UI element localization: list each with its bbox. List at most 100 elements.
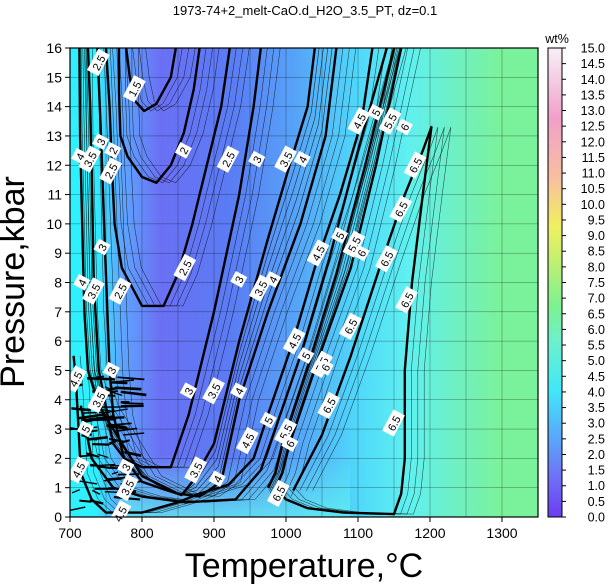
colorbar-tick-label: 11.0 xyxy=(582,167,605,181)
noise-stroke xyxy=(79,454,92,458)
contour-label-text: 3 xyxy=(106,365,119,376)
y-tick-label: 10 xyxy=(46,216,62,232)
contour-label-box xyxy=(331,227,349,244)
colorbar-tick-label: 1.0 xyxy=(588,479,605,493)
noise-stroke xyxy=(113,392,123,396)
minor-contour-line xyxy=(138,48,220,184)
colorbar-tick-label: 13.5 xyxy=(581,88,605,102)
contour-label-text: 4 xyxy=(212,474,225,485)
contour-label-text: 6 xyxy=(320,362,333,373)
colorbar-tick-label: 5.5 xyxy=(588,339,605,353)
contour-label-box xyxy=(395,286,418,314)
y-axis-label: Pressure,kbar xyxy=(0,176,32,388)
contour-label-box xyxy=(352,244,370,262)
contour-label-text: 2 xyxy=(178,146,191,157)
contour-label-box xyxy=(317,391,341,420)
contour-label-3: 3 xyxy=(230,271,248,288)
contour-label-box xyxy=(230,382,248,400)
contour-label-box xyxy=(382,409,405,437)
y-tick-label: 4 xyxy=(54,392,62,408)
noise-stroke xyxy=(103,478,123,482)
contour-label-3: 3 xyxy=(92,133,110,150)
minor-contour-line xyxy=(99,48,407,503)
colorbar-tick-label: 15.0 xyxy=(581,42,605,56)
noise-stroke xyxy=(79,499,92,503)
colorbar-tick-label: 7.5 xyxy=(588,276,605,290)
contour-label-box xyxy=(230,271,248,288)
contour-label-box xyxy=(104,142,122,159)
noise-stroke xyxy=(87,377,116,381)
y-tick-label: 9 xyxy=(54,245,62,261)
contour-label-box xyxy=(184,456,207,484)
noise-stroke xyxy=(89,499,104,505)
contour-label-box xyxy=(216,145,240,173)
plot-area: 1.52 22.52.52.52.52.533333333.53.53.53.53… xyxy=(63,47,539,528)
contour-label-box xyxy=(306,239,330,267)
minor-contour-line xyxy=(85,48,344,497)
contour-label-3: 3 xyxy=(117,458,135,476)
contour-label-text: 4 xyxy=(74,151,87,162)
contour-label-box xyxy=(374,245,398,273)
colorbar-tick-label: 9.5 xyxy=(588,213,605,227)
contour-label-6: 6 xyxy=(395,118,413,136)
noise-stroke xyxy=(120,404,144,408)
colorbar-tick-label: 4.5 xyxy=(588,370,605,384)
contour-label-text: 4 xyxy=(297,154,310,165)
noise-stroke xyxy=(86,437,98,441)
noise-stroke xyxy=(81,433,89,439)
contour-label-6: 6 xyxy=(352,244,370,262)
contour-label-text: 3 xyxy=(97,242,110,253)
contour-label-text: 3 xyxy=(183,386,196,397)
contour-label-text: 5 xyxy=(370,107,383,118)
contour-line-2 xyxy=(117,48,201,184)
noise-stroke xyxy=(93,418,117,422)
colorbar-tick-label: 2.5 xyxy=(588,432,605,446)
contour-label-box xyxy=(274,418,297,446)
contour-label-box xyxy=(92,133,110,150)
noise-stroke xyxy=(97,453,109,459)
x-tick-label: 700 xyxy=(58,525,82,541)
contour-label-text: 3 xyxy=(233,275,246,286)
colorbar-tick-label: 8.5 xyxy=(588,245,605,259)
y-tick-label: 15 xyxy=(46,69,62,85)
contour-label-text: 6 xyxy=(399,122,412,133)
contour-label-3: 3 xyxy=(179,382,197,400)
contour-label-box xyxy=(235,426,259,455)
minor-contour-line xyxy=(131,48,213,184)
x-tick-label: 800 xyxy=(130,525,154,541)
x-tick-label: 900 xyxy=(202,525,226,541)
noise-stroke xyxy=(117,376,145,381)
minor-contour-line xyxy=(87,48,394,503)
contour-label-box xyxy=(66,456,90,484)
contour-label-box xyxy=(71,147,89,165)
contour-label-box xyxy=(108,277,132,305)
y-tick-label: 0 xyxy=(54,509,62,525)
y-tick-label: 2 xyxy=(54,450,62,466)
contour-label-box xyxy=(378,107,402,135)
contour-line-1.5 xyxy=(125,48,177,113)
noise-stroke xyxy=(106,424,129,431)
minor-contour-line xyxy=(86,48,386,513)
noise-stroke xyxy=(83,411,110,414)
y-tick-label: 6 xyxy=(54,333,62,349)
minor-contour-line xyxy=(269,48,399,494)
contour-label-box xyxy=(248,150,266,168)
contour-label-box xyxy=(108,500,132,528)
noise-stroke xyxy=(89,463,111,470)
chart-title: 1973-74+2_melt-CaO.d_H2O_3.5_PT, dz=0.1 xyxy=(173,3,438,18)
contour-label-5: 5 xyxy=(259,411,277,429)
contour-label-box xyxy=(73,273,91,291)
contour-label-text: 5 xyxy=(300,351,313,362)
contour-label-box xyxy=(99,157,122,185)
colorbar-scale xyxy=(547,47,563,518)
contour-label-box xyxy=(266,479,290,508)
contour-label-text: 3 xyxy=(120,462,133,473)
minor-contour-line xyxy=(92,48,350,497)
y-tick-label: 11 xyxy=(47,187,62,203)
noise-stroke xyxy=(71,407,91,412)
y-tick-label: 1 xyxy=(54,480,62,496)
contour-label-box xyxy=(122,75,146,103)
contour-label-5: 5 xyxy=(331,227,349,244)
contour-line-3 xyxy=(96,48,262,469)
